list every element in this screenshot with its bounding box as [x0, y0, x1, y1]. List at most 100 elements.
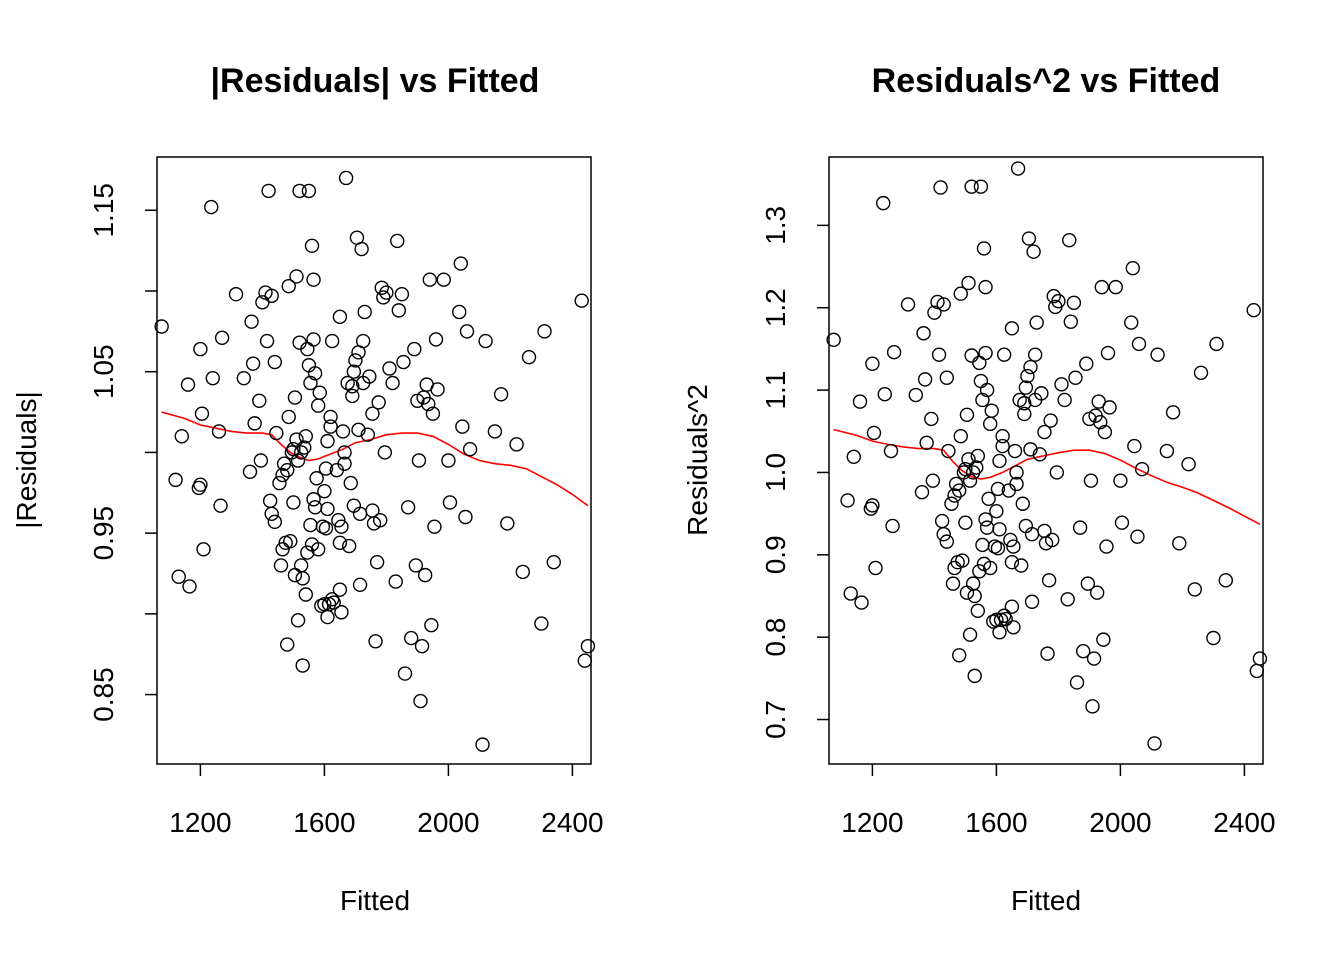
data-point: [1100, 345, 1116, 361]
data-point: [337, 456, 352, 471]
data-point: [345, 388, 360, 404]
data-point: [320, 433, 335, 449]
data-point: [338, 170, 354, 186]
data-point: [335, 424, 351, 439]
data-point: [275, 542, 290, 557]
data-point: [914, 485, 930, 500]
data-point: [487, 424, 503, 439]
data-point: [843, 586, 858, 601]
data-point: [939, 370, 954, 385]
data-point: [1003, 532, 1018, 548]
data-point: [348, 353, 363, 368]
data-point: [427, 519, 442, 534]
data-point: [852, 394, 868, 409]
data-point: [301, 183, 317, 199]
data-point: [952, 648, 967, 663]
data-point: [1032, 447, 1048, 462]
data-point: [846, 449, 861, 464]
data-point: [1017, 396, 1032, 411]
data-point: [303, 375, 318, 391]
x-axis-label: Fitted: [1011, 885, 1081, 916]
data-point: [1060, 592, 1075, 607]
data-point: [967, 668, 982, 684]
data-point: [168, 472, 183, 488]
data-point: [382, 361, 397, 376]
data-point: [1004, 555, 1020, 570]
data-point: [976, 241, 992, 256]
data-point: [1021, 231, 1037, 246]
data-point: [1113, 473, 1128, 488]
data-point: [425, 406, 441, 421]
data-point: [357, 304, 372, 320]
data-point: [455, 419, 470, 434]
data-point: [442, 495, 458, 510]
data-point: [281, 409, 296, 425]
data-point: [969, 460, 984, 475]
y-axis-label: |Residuals|: [11, 391, 42, 529]
data-point: [276, 456, 292, 471]
data-point: [290, 613, 306, 628]
data-point: [1083, 473, 1099, 488]
data-point: [459, 324, 475, 339]
data-point: [984, 403, 999, 418]
data-point: [1187, 582, 1203, 597]
data-point: [295, 571, 310, 586]
data-point: [182, 579, 197, 594]
data-point: [1130, 529, 1145, 544]
data-point: [1125, 260, 1141, 276]
data-point: [388, 574, 403, 589]
panel-abs-residuals: |Residuals| vs Fitted Fitted |Residuals|…: [11, 62, 604, 916]
data-point: [1206, 630, 1221, 646]
data-point: [500, 516, 515, 531]
data-point: [374, 280, 389, 295]
data-point: [1040, 646, 1055, 661]
data-point: [953, 286, 968, 301]
data-point: [280, 637, 295, 652]
data-point: [1054, 377, 1069, 392]
data-point: [1181, 457, 1196, 472]
points-layer: [154, 170, 596, 752]
data-point: [1029, 315, 1044, 330]
data-point: [453, 256, 468, 271]
data-point: [315, 519, 331, 534]
data-point: [385, 375, 400, 391]
data-point: [877, 386, 892, 402]
data-point: [972, 564, 987, 579]
data-point: [342, 538, 357, 554]
data-point: [458, 509, 473, 525]
y-tick-label: 1.3: [760, 206, 791, 245]
data-point: [1085, 699, 1100, 714]
x-tick-label: 2000: [1089, 807, 1151, 838]
data-point: [391, 303, 406, 318]
data-point: [1124, 315, 1139, 330]
y-tick-label: 1.1: [760, 371, 791, 410]
x-tick-label: 1600: [293, 807, 355, 838]
data-point: [422, 272, 437, 287]
data-point: [311, 542, 326, 557]
data-point: [253, 453, 269, 468]
data-point: [995, 438, 1010, 454]
data-point: [1015, 496, 1030, 511]
data-point: [1066, 295, 1082, 310]
data-point: [1127, 438, 1142, 454]
data-point: [967, 588, 982, 604]
data-point: [354, 241, 369, 257]
data-point: [334, 519, 349, 534]
data-point: [1010, 161, 1026, 176]
data-point: [417, 567, 433, 583]
plot-frame: [828, 156, 1264, 765]
data-point: [917, 372, 933, 387]
data-point: [289, 432, 304, 447]
data-point: [297, 440, 312, 455]
data-point: [1094, 279, 1110, 295]
data-point: [390, 233, 405, 249]
data-point: [242, 464, 258, 480]
data-point: [309, 471, 324, 486]
data-point: [290, 453, 306, 468]
data-point: [324, 333, 340, 349]
data-point: [981, 491, 996, 506]
data-point: [1159, 443, 1175, 459]
data-point: [866, 425, 882, 441]
data-point: [1172, 536, 1187, 551]
